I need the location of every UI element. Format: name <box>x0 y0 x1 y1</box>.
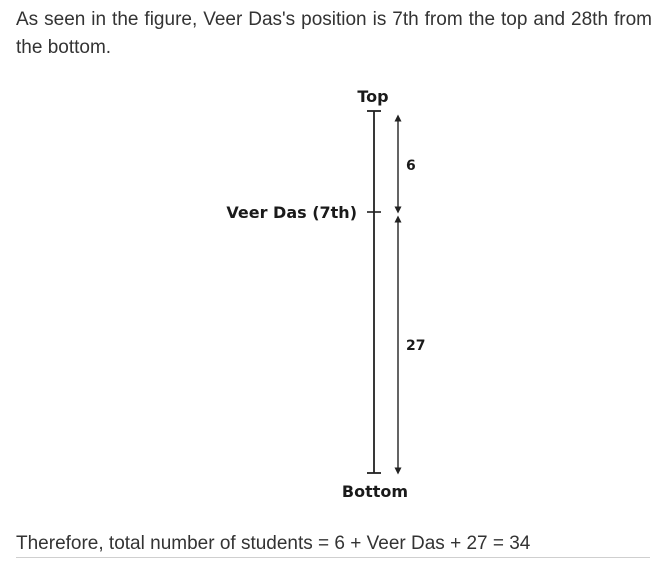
conclusion-text: Therefore, total number of students = 6 … <box>16 533 531 554</box>
top-label: Top <box>357 87 388 106</box>
position-marker-label: Veer Das (7th) <box>226 203 357 222</box>
upper-span-count: 6 <box>406 158 416 174</box>
bottom-divider <box>16 557 650 558</box>
intro-paragraph: As seen in the figure, Veer Das's positi… <box>16 9 652 58</box>
lower-span-count: 27 <box>406 338 425 354</box>
bottom-label: Bottom <box>342 482 408 501</box>
